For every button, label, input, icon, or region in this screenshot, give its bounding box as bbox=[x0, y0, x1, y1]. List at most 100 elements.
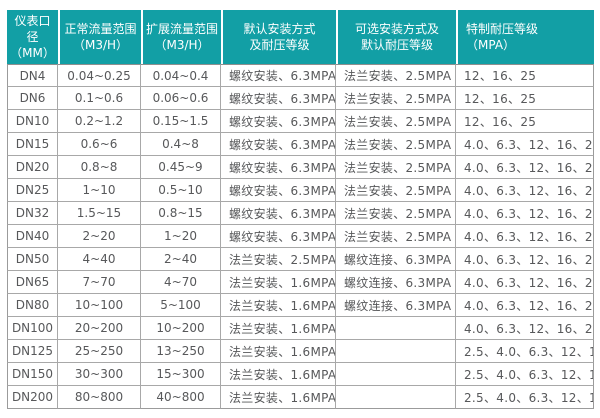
cell-normal-range: 0.6~6 bbox=[58, 133, 141, 156]
table-row: DN50 4~40 2~40 法兰安装、2.5MPA 螺纹连接、6.3MPA 4.0、6.… bbox=[7, 248, 594, 271]
cell-normal-range: 80~800 bbox=[58, 386, 141, 409]
table-row: DN4 0.04~0.25 0.04~0.4 螺纹安装、6.3MPA 法兰安装、2.5M… bbox=[7, 64, 594, 87]
cell-optional-install: 法兰安装、2.5MPA bbox=[336, 133, 456, 156]
cell-special-pressure: 12、16、25 bbox=[456, 110, 594, 133]
header-col-default-install: 默认安装方式 及耐压等级 bbox=[221, 10, 336, 64]
cell-optional-install: 法兰安装、2.5MPA bbox=[336, 225, 456, 248]
cell-special-pressure: 4.0、6.3、12、16、25 bbox=[456, 271, 594, 294]
table-row: DN10 0.2~1.2 0.15~1.5 螺纹安装、6.3MPA 法兰安装、2.5MP… bbox=[7, 110, 594, 133]
header-line: 仪表口径 bbox=[14, 14, 51, 44]
cell-extended-range: 0.06~0.6 bbox=[141, 87, 221, 110]
cell-normal-range: 1.5~15 bbox=[58, 202, 141, 225]
cell-extended-range: 13~250 bbox=[141, 340, 221, 363]
cell-special-pressure: 4.0、6.3、12、16、25 bbox=[456, 133, 594, 156]
cell-normal-range: 0.8~8 bbox=[58, 156, 141, 179]
cell-normal-range: 4~40 bbox=[58, 248, 141, 271]
cell-optional-install: 法兰安装、2.5MPA bbox=[336, 202, 456, 225]
cell-dn: DN40 bbox=[7, 225, 58, 248]
cell-normal-range: 0.04~0.25 bbox=[58, 64, 141, 87]
table-row: DN6 0.1~0.6 0.06~0.6 螺纹安装、6.3MPA 法兰安装、2.5MPA… bbox=[7, 87, 594, 110]
flowmeter-spec-table: 仪表口径 （MM） 正常流量范围 （M3/H） 扩展流量范围 （M3/H） 默认… bbox=[7, 10, 594, 409]
cell-default-install: 螺纹安装、6.3MPA bbox=[221, 110, 336, 133]
cell-default-install: 法兰安装、1.6MPA bbox=[221, 363, 336, 386]
cell-optional-install: 螺纹连接、6.3MPA bbox=[336, 248, 456, 271]
cell-dn: DN20 bbox=[7, 156, 58, 179]
cell-default-install: 螺纹安装、6.3MPA bbox=[221, 202, 336, 225]
cell-special-pressure: 2.5、4.0、6.3、12、16 bbox=[456, 340, 594, 363]
cell-normal-range: 25~250 bbox=[58, 340, 141, 363]
cell-dn: DN10 bbox=[7, 110, 58, 133]
cell-dn: DN150 bbox=[7, 363, 58, 386]
cell-default-install: 螺纹安装、6.3MPA bbox=[221, 87, 336, 110]
table-row: DN32 1.5~15 0.8~15 螺纹安装、6.3MPA 法兰安装、2.5MPA 4.… bbox=[7, 202, 594, 225]
cell-optional-install bbox=[336, 340, 456, 363]
cell-special-pressure: 4.0、6.3、12、16、25 bbox=[456, 225, 594, 248]
header-col-optional-install: 可选安装方式及 默认耐压等级 bbox=[336, 10, 456, 64]
cell-extended-range: 4~70 bbox=[141, 271, 221, 294]
cell-dn: DN50 bbox=[7, 248, 58, 271]
cell-default-install: 螺纹安装、6.3MPA bbox=[221, 64, 336, 87]
cell-dn: DN4 bbox=[7, 64, 58, 87]
cell-special-pressure: 4.0、6.3、12、16、25 bbox=[456, 156, 594, 179]
cell-dn: DN6 bbox=[7, 87, 58, 110]
table-row: DN20 0.8~8 0.45~9 螺纹安装、6.3MPA 法兰安装、2.5MPA 4.0… bbox=[7, 156, 594, 179]
cell-optional-install: 法兰安装、2.5MPA bbox=[336, 156, 456, 179]
cell-extended-range: 0.15~1.5 bbox=[141, 110, 221, 133]
header-line: （M3/H） bbox=[72, 38, 129, 52]
table-row: DN150 30~300 15~300 法兰安装、1.6MPA 2.5、4.0、6.3、… bbox=[7, 363, 594, 386]
header-line: 可选安装方式及 bbox=[354, 22, 439, 36]
header-line: 默认安装方式 bbox=[243, 22, 316, 36]
cell-extended-range: 10~200 bbox=[141, 317, 221, 340]
table-row: DN125 25~250 13~250 法兰安装、1.6MPA 2.5、4.0、6.3、… bbox=[7, 340, 594, 363]
cell-optional-install: 法兰安装、2.5MPA bbox=[336, 64, 456, 87]
cell-special-pressure: 12、16、25 bbox=[456, 64, 594, 87]
cell-special-pressure: 4.0、6.3、12、16、25 bbox=[456, 179, 594, 202]
cell-dn: DN200 bbox=[7, 386, 58, 409]
header-row: 仪表口径 （MM） 正常流量范围 （M3/H） 扩展流量范围 （M3/H） 默认… bbox=[7, 10, 594, 64]
cell-normal-range: 20~200 bbox=[58, 317, 141, 340]
cell-normal-range: 7~70 bbox=[58, 271, 141, 294]
cell-optional-install: 螺纹连接、6.3MPA bbox=[336, 271, 456, 294]
table-row: DN65 7~70 4~70 法兰安装、1.6MPA 螺纹连接、6.3MPA 4.0、6.… bbox=[7, 271, 594, 294]
cell-special-pressure: 4.0、6.3、12、16、25 bbox=[456, 317, 594, 340]
cell-special-pressure: 12、16、25 bbox=[456, 87, 594, 110]
table-row: DN25 1~10 0.5~10 螺纹安装、6.3MPA 法兰安装、2.5MPA 4.0、… bbox=[7, 179, 594, 202]
header-col-special-pressure: 特制耐压等级 （MPA） bbox=[456, 10, 594, 64]
table-row: DN80 10~100 5~100 法兰安装、1.6MPA 螺纹连接、6.3MPA 4.0… bbox=[7, 294, 594, 317]
header-line: 默认耐压等级 bbox=[360, 38, 433, 52]
cell-default-install: 法兰安装、1.6MPA bbox=[221, 386, 336, 409]
cell-optional-install: 法兰安装、2.5MPA bbox=[336, 179, 456, 202]
cell-default-install: 法兰安装、1.6MPA bbox=[221, 340, 336, 363]
cell-extended-range: 0.4~8 bbox=[141, 133, 221, 156]
cell-default-install: 螺纹安装、6.3MPA bbox=[221, 179, 336, 202]
cell-optional-install: 螺纹连接、6.3MPA bbox=[336, 294, 456, 317]
cell-dn: DN65 bbox=[7, 271, 58, 294]
cell-extended-range: 5~100 bbox=[141, 294, 221, 317]
header-line: 及耐压等级 bbox=[249, 38, 310, 52]
header-line: （M3/H） bbox=[154, 38, 210, 52]
table-header: 仪表口径 （MM） 正常流量范围 （M3/H） 扩展流量范围 （M3/H） 默认… bbox=[7, 10, 594, 64]
header-col-extended-range: 扩展流量范围 （M3/H） bbox=[141, 10, 221, 64]
cell-special-pressure: 2.5、4.0、6.3、12、16 bbox=[456, 363, 594, 386]
header-line: （MM） bbox=[10, 46, 55, 60]
table-row: DN40 2~20 1~20 螺纹安装、6.3MPA 法兰安装、2.5MPA 4.0、6.… bbox=[7, 225, 594, 248]
cell-default-install: 法兰安装、2.5MPA bbox=[221, 248, 336, 271]
cell-extended-range: 0.8~15 bbox=[141, 202, 221, 225]
cell-special-pressure: 4.0、6.3、12、16、25 bbox=[456, 248, 594, 271]
cell-default-install: 法兰安装、1.6MPA bbox=[221, 271, 336, 294]
cell-normal-range: 10~100 bbox=[58, 294, 141, 317]
table-row: DN100 20~200 10~200 法兰安装、1.6MPA 4.0、6.3、12、1… bbox=[7, 317, 594, 340]
cell-default-install: 法兰安装、1.6MPA bbox=[221, 317, 336, 340]
table-row: DN200 80~800 40~800 法兰安装、1.6MPA 2.5、4.0、6.3、… bbox=[7, 386, 594, 409]
cell-dn: DN25 bbox=[7, 179, 58, 202]
table-row: DN15 0.6~6 0.4~8 螺纹安装、6.3MPA 法兰安装、2.5MPA 4.0、… bbox=[7, 133, 594, 156]
cell-optional-install bbox=[336, 317, 456, 340]
cell-extended-range: 0.04~0.4 bbox=[141, 64, 221, 87]
cell-normal-range: 0.2~1.2 bbox=[58, 110, 141, 133]
cell-extended-range: 15~300 bbox=[141, 363, 221, 386]
cell-default-install: 螺纹安装、6.3MPA bbox=[221, 133, 336, 156]
cell-special-pressure: 2.5、4.0、6.3、12、16 bbox=[456, 386, 594, 409]
cell-optional-install bbox=[336, 363, 456, 386]
cell-extended-range: 2~40 bbox=[141, 248, 221, 271]
header-line: （MPA） bbox=[466, 38, 516, 52]
